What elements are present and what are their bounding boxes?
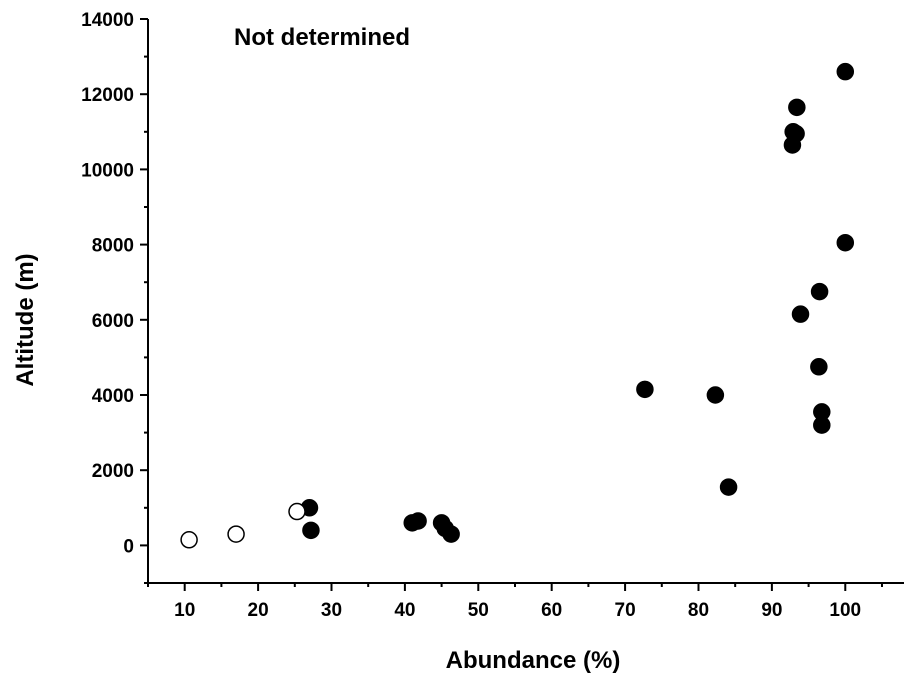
y-tick-label: 0 xyxy=(123,536,134,557)
y-tick-label: 4000 xyxy=(92,386,134,407)
data-point-filled xyxy=(810,358,828,376)
data-point-filled xyxy=(836,233,855,252)
x-ticks: 10 20 30 40 50 60 70 80 90 100 xyxy=(147,583,883,621)
data-point-filled xyxy=(791,305,810,323)
y-tick-label: 14000 xyxy=(81,10,134,31)
data-point-filled xyxy=(836,62,855,81)
x-tick-label: 80 xyxy=(688,600,709,621)
x-tick-label: 90 xyxy=(761,600,782,621)
axes xyxy=(147,19,904,584)
x-tick-label: 10 xyxy=(174,600,195,621)
y-tick-label: 2000 xyxy=(92,461,134,482)
y-axis-title: Altitude (m) xyxy=(12,253,39,386)
x-tick-label: 60 xyxy=(541,600,562,621)
data-point-filled xyxy=(813,416,831,434)
y-tick-label: 6000 xyxy=(92,311,134,332)
y-tick-label: 12000 xyxy=(81,85,134,106)
data-point-filled xyxy=(810,282,829,301)
x-tick-label: 30 xyxy=(321,600,342,621)
data-point-filled xyxy=(409,512,427,530)
annotation-label: Not determined xyxy=(234,24,410,51)
y-tick-label: 10000 xyxy=(81,160,134,181)
y-ticks: 0 2000 4000 6000 8000 10000 12000 14000 xyxy=(81,10,148,584)
data-point-open xyxy=(180,531,198,549)
data-point-filled xyxy=(787,124,805,143)
data-point-filled xyxy=(442,525,460,543)
data-point-filled xyxy=(719,478,738,496)
data-point-open xyxy=(288,502,306,521)
x-tick-label: 20 xyxy=(248,600,269,621)
x-tick-label: 70 xyxy=(615,600,636,621)
data-points xyxy=(180,62,855,549)
data-point-filled xyxy=(788,98,806,117)
x-axis-title: Abundance (%) xyxy=(446,647,621,674)
x-tick-label: 50 xyxy=(468,600,489,621)
data-point-filled xyxy=(636,380,654,399)
data-point-filled xyxy=(302,521,320,540)
x-tick-label: 100 xyxy=(829,600,861,621)
x-tick-label: 40 xyxy=(394,600,415,621)
y-tick-label: 8000 xyxy=(92,236,134,257)
data-point-filled xyxy=(706,386,725,404)
data-point-open xyxy=(227,525,245,543)
